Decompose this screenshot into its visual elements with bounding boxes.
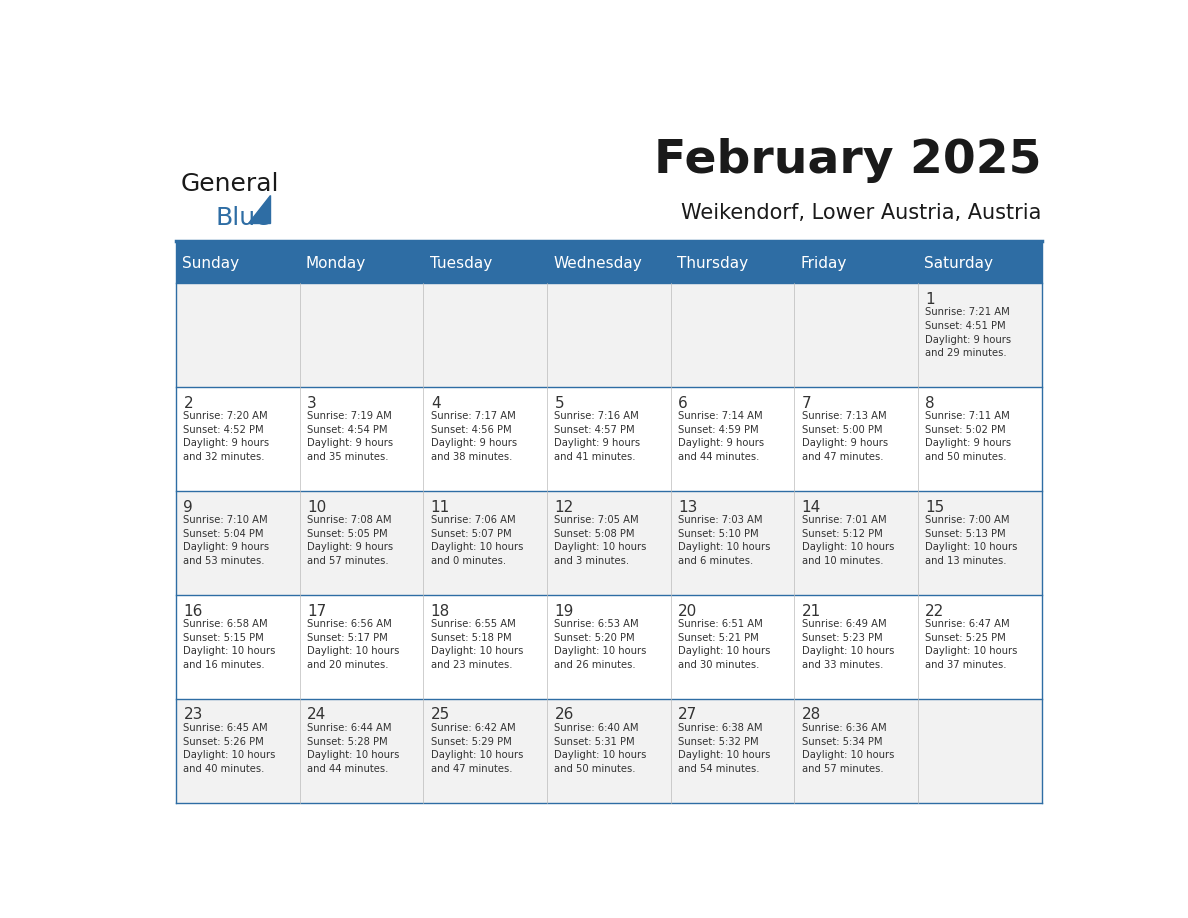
Text: Sunrise: 6:36 AM
Sunset: 5:34 PM
Daylight: 10 hours
and 57 minutes.: Sunrise: 6:36 AM Sunset: 5:34 PM Dayligh… [802,723,895,774]
Text: 9: 9 [183,499,194,515]
Bar [176,243,1042,284]
Text: Sunrise: 6:38 AM
Sunset: 5:32 PM
Daylight: 10 hours
and 54 minutes.: Sunrise: 6:38 AM Sunset: 5:32 PM Dayligh… [678,723,770,774]
Text: Sunrise: 7:14 AM
Sunset: 4:59 PM
Daylight: 9 hours
and 44 minutes.: Sunrise: 7:14 AM Sunset: 4:59 PM Dayligh… [678,411,764,462]
Text: Blue: Blue [216,207,271,230]
Text: Sunday: Sunday [182,256,240,271]
Text: Sunrise: 6:58 AM
Sunset: 5:15 PM
Daylight: 10 hours
and 16 minutes.: Sunrise: 6:58 AM Sunset: 5:15 PM Dayligh… [183,619,276,670]
Text: Sunrise: 6:42 AM
Sunset: 5:29 PM
Daylight: 10 hours
and 47 minutes.: Sunrise: 6:42 AM Sunset: 5:29 PM Dayligh… [431,723,523,774]
Bar [176,595,1042,699]
Text: 25: 25 [431,708,450,722]
Text: Sunrise: 6:45 AM
Sunset: 5:26 PM
Daylight: 10 hours
and 40 minutes.: Sunrise: 6:45 AM Sunset: 5:26 PM Dayligh… [183,723,276,774]
Text: General: General [181,173,279,196]
Text: Sunrise: 7:21 AM
Sunset: 4:51 PM
Daylight: 9 hours
and 29 minutes.: Sunrise: 7:21 AM Sunset: 4:51 PM Dayligh… [925,308,1011,358]
Text: Sunrise: 6:40 AM
Sunset: 5:31 PM
Daylight: 10 hours
and 50 minutes.: Sunrise: 6:40 AM Sunset: 5:31 PM Dayligh… [555,723,646,774]
Text: February 2025: February 2025 [655,138,1042,183]
Text: Sunrise: 7:00 AM
Sunset: 5:13 PM
Daylight: 10 hours
and 13 minutes.: Sunrise: 7:00 AM Sunset: 5:13 PM Dayligh… [925,515,1018,566]
Text: 3: 3 [308,396,317,410]
Text: 20: 20 [678,603,697,619]
Text: 24: 24 [308,708,327,722]
Text: Sunrise: 7:19 AM
Sunset: 4:54 PM
Daylight: 9 hours
and 35 minutes.: Sunrise: 7:19 AM Sunset: 4:54 PM Dayligh… [308,411,393,462]
Text: Sunrise: 6:55 AM
Sunset: 5:18 PM
Daylight: 10 hours
and 23 minutes.: Sunrise: 6:55 AM Sunset: 5:18 PM Dayligh… [431,619,523,670]
Text: 2: 2 [183,396,194,410]
Text: Sunrise: 7:20 AM
Sunset: 4:52 PM
Daylight: 9 hours
and 32 minutes.: Sunrise: 7:20 AM Sunset: 4:52 PM Dayligh… [183,411,270,462]
Text: 26: 26 [555,708,574,722]
Text: 21: 21 [802,603,821,619]
Bar [176,491,1042,595]
Text: 5: 5 [555,396,564,410]
Text: Sunrise: 7:16 AM
Sunset: 4:57 PM
Daylight: 9 hours
and 41 minutes.: Sunrise: 7:16 AM Sunset: 4:57 PM Dayligh… [555,411,640,462]
Text: Sunrise: 7:05 AM
Sunset: 5:08 PM
Daylight: 10 hours
and 3 minutes.: Sunrise: 7:05 AM Sunset: 5:08 PM Dayligh… [555,515,646,566]
Bar [176,387,1042,491]
Text: Sunrise: 7:17 AM
Sunset: 4:56 PM
Daylight: 9 hours
and 38 minutes.: Sunrise: 7:17 AM Sunset: 4:56 PM Dayligh… [431,411,517,462]
Text: Thursday: Thursday [677,256,748,271]
Text: Sunrise: 6:44 AM
Sunset: 5:28 PM
Daylight: 10 hours
and 44 minutes.: Sunrise: 6:44 AM Sunset: 5:28 PM Dayligh… [308,723,399,774]
Text: 19: 19 [555,603,574,619]
Text: Sunrise: 6:56 AM
Sunset: 5:17 PM
Daylight: 10 hours
and 20 minutes.: Sunrise: 6:56 AM Sunset: 5:17 PM Dayligh… [308,619,399,670]
Text: Tuesday: Tuesday [430,256,492,271]
Text: Wednesday: Wednesday [554,256,642,271]
Bar [176,284,1042,387]
Text: Sunrise: 7:10 AM
Sunset: 5:04 PM
Daylight: 9 hours
and 53 minutes.: Sunrise: 7:10 AM Sunset: 5:04 PM Dayligh… [183,515,270,566]
Text: Sunrise: 7:08 AM
Sunset: 5:05 PM
Daylight: 9 hours
and 57 minutes.: Sunrise: 7:08 AM Sunset: 5:05 PM Dayligh… [308,515,393,566]
Text: 11: 11 [431,499,450,515]
Text: 4: 4 [431,396,441,410]
Text: 28: 28 [802,708,821,722]
Text: 27: 27 [678,708,697,722]
Text: Monday: Monday [307,256,366,271]
Text: 1: 1 [925,292,935,307]
Polygon shape [248,195,270,223]
Text: 12: 12 [555,499,574,515]
Text: 6: 6 [678,396,688,410]
Text: 17: 17 [308,603,327,619]
Text: Sunrise: 6:47 AM
Sunset: 5:25 PM
Daylight: 10 hours
and 37 minutes.: Sunrise: 6:47 AM Sunset: 5:25 PM Dayligh… [925,619,1018,670]
Text: 23: 23 [183,708,203,722]
Text: 22: 22 [925,603,944,619]
Text: Sunrise: 7:01 AM
Sunset: 5:12 PM
Daylight: 10 hours
and 10 minutes.: Sunrise: 7:01 AM Sunset: 5:12 PM Dayligh… [802,515,895,566]
Text: Sunrise: 6:53 AM
Sunset: 5:20 PM
Daylight: 10 hours
and 26 minutes.: Sunrise: 6:53 AM Sunset: 5:20 PM Dayligh… [555,619,646,670]
Text: Sunrise: 7:06 AM
Sunset: 5:07 PM
Daylight: 10 hours
and 0 minutes.: Sunrise: 7:06 AM Sunset: 5:07 PM Dayligh… [431,515,523,566]
Text: Sunrise: 7:11 AM
Sunset: 5:02 PM
Daylight: 9 hours
and 50 minutes.: Sunrise: 7:11 AM Sunset: 5:02 PM Dayligh… [925,411,1011,462]
Text: Friday: Friday [801,256,847,271]
Text: 10: 10 [308,499,327,515]
Text: Sunrise: 6:49 AM
Sunset: 5:23 PM
Daylight: 10 hours
and 33 minutes.: Sunrise: 6:49 AM Sunset: 5:23 PM Dayligh… [802,619,895,670]
Text: 18: 18 [431,603,450,619]
Text: 13: 13 [678,499,697,515]
Text: Sunrise: 6:51 AM
Sunset: 5:21 PM
Daylight: 10 hours
and 30 minutes.: Sunrise: 6:51 AM Sunset: 5:21 PM Dayligh… [678,619,770,670]
Text: 8: 8 [925,396,935,410]
Text: 7: 7 [802,396,811,410]
Text: Sunrise: 7:03 AM
Sunset: 5:10 PM
Daylight: 10 hours
and 6 minutes.: Sunrise: 7:03 AM Sunset: 5:10 PM Dayligh… [678,515,770,566]
Text: 16: 16 [183,603,203,619]
Text: 15: 15 [925,499,944,515]
Text: Weikendorf, Lower Austria, Austria: Weikendorf, Lower Austria, Austria [681,203,1042,223]
Text: Saturday: Saturday [924,256,993,271]
Text: Sunrise: 7:13 AM
Sunset: 5:00 PM
Daylight: 9 hours
and 47 minutes.: Sunrise: 7:13 AM Sunset: 5:00 PM Dayligh… [802,411,887,462]
Text: 14: 14 [802,499,821,515]
Bar [176,699,1042,803]
